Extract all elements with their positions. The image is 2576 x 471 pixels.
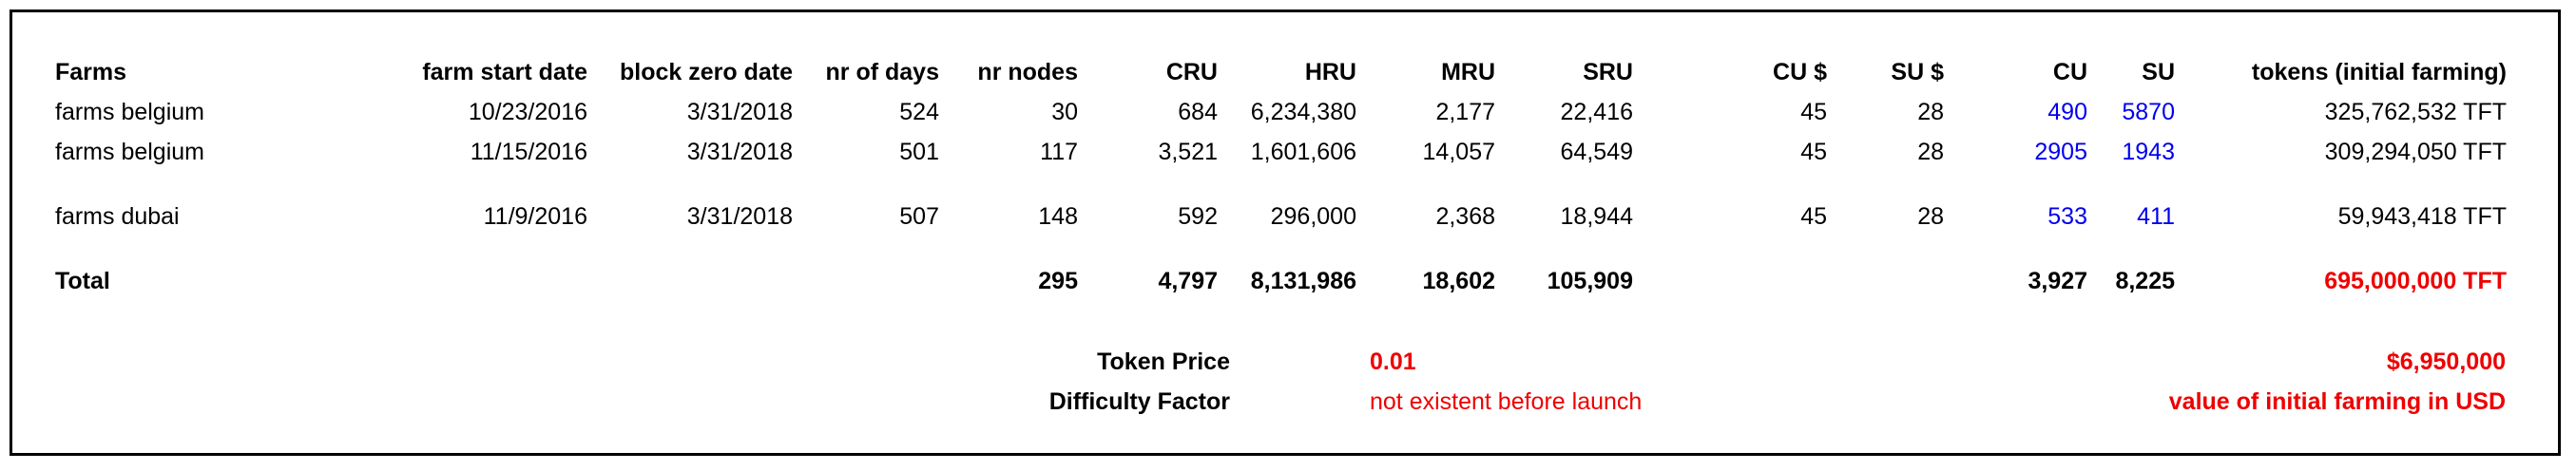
- total-nr-nodes: 295: [1038, 268, 1078, 294]
- column-header-nr-of-days: nr of days: [825, 59, 939, 85]
- table-cell-farms: farms dubai: [55, 203, 180, 230]
- token-price-value: 0.01: [1370, 349, 1416, 375]
- table-cell-mru: 2,368: [1435, 203, 1495, 230]
- table-cell-cu: 2905: [2034, 139, 2087, 165]
- column-header-cru: CRU: [1165, 59, 1218, 85]
- table-cell-nr-of-days: 501: [899, 139, 939, 165]
- table-cell-nr-of-days: 507: [899, 203, 939, 230]
- column-header-farms: Farms: [55, 59, 127, 85]
- table-cell-tokens: 59,943,418 TFT: [2337, 203, 2507, 230]
- table-cell-su: 411: [2137, 203, 2175, 230]
- column-header-tokens: tokens (initial farming): [2251, 59, 2507, 85]
- table-cell-nr-nodes: 117: [1040, 139, 1078, 165]
- column-header-su-usd: SU $: [1891, 59, 1944, 85]
- table-cell-nr-of-days: 524: [899, 99, 939, 125]
- initial-farming-usd-value: $6,950,000: [2386, 349, 2506, 375]
- total-label: Total: [55, 268, 110, 294]
- table-cell-cru: 592: [1178, 203, 1218, 230]
- difficulty-factor-value: not existent before launch: [1370, 388, 1643, 415]
- total-su: 8,225: [2115, 268, 2175, 294]
- total-hru: 8,131,986: [1250, 268, 1356, 294]
- column-header-cu-usd: CU $: [1773, 59, 1827, 85]
- total-sru: 105,909: [1547, 268, 1633, 294]
- table-cell-hru: 296,000: [1270, 203, 1356, 230]
- table-cell-sru: 18,944: [1560, 203, 1633, 230]
- table-cell-block-zero-date: 3/31/2018: [686, 99, 793, 125]
- total-cru: 4,797: [1158, 268, 1218, 294]
- table-cell-su-usd: 28: [1917, 203, 1944, 230]
- total-tokens: 695,000,000 TFT: [2324, 268, 2507, 294]
- table-cell-mru: 2,177: [1435, 99, 1495, 125]
- table-cell-farm-start-date: 10/23/2016: [468, 99, 587, 125]
- column-header-hru: HRU: [1304, 59, 1356, 85]
- sheet-frame: [10, 9, 2561, 456]
- table-cell-cu: 533: [2047, 203, 2087, 230]
- table-cell-sru: 64,549: [1560, 139, 1633, 165]
- token-price-label: Token Price: [1097, 349, 1230, 375]
- table-cell-block-zero-date: 3/31/2018: [686, 203, 793, 230]
- column-header-block-zero-date: block zero date: [620, 59, 793, 85]
- table-cell-farms: farms belgium: [55, 139, 204, 165]
- difficulty-factor-label: Difficulty Factor: [1048, 388, 1230, 415]
- table-cell-farm-start-date: 11/9/2016: [483, 203, 587, 230]
- column-header-farm-start-date: farm start date: [422, 59, 587, 85]
- table-cell-cru: 3,521: [1158, 139, 1218, 165]
- table-cell-nr-nodes: 148: [1038, 203, 1078, 230]
- table-cell-block-zero-date: 3/31/2018: [686, 139, 793, 165]
- column-header-su: SU: [2142, 59, 2175, 85]
- table-cell-su: 1943: [2122, 139, 2175, 165]
- table-cell-cu-usd: 45: [1800, 99, 1827, 125]
- table-cell-su-usd: 28: [1917, 99, 1944, 125]
- column-header-mru: MRU: [1441, 59, 1495, 85]
- table-cell-hru: 6,234,380: [1250, 99, 1356, 125]
- table-cell-cu-usd: 45: [1800, 203, 1827, 230]
- table-cell-farm-start-date: 11/15/2016: [470, 139, 587, 165]
- table-cell-cu-usd: 45: [1800, 139, 1827, 165]
- table-cell-su: 5870: [2122, 99, 2175, 125]
- table-cell-cu: 490: [2047, 99, 2087, 125]
- table-cell-cru: 684: [1178, 99, 1218, 125]
- initial-farming-usd-caption: value of initial farming in USD: [2168, 388, 2506, 415]
- column-header-cu: CU: [2052, 59, 2087, 85]
- table-cell-hru: 1,601,606: [1250, 139, 1356, 165]
- total-mru: 18,602: [1422, 268, 1495, 294]
- table-cell-farms: farms belgium: [55, 99, 204, 125]
- table-cell-tokens: 309,294,050 TFT: [2324, 139, 2507, 165]
- table-cell-mru: 14,057: [1422, 139, 1495, 165]
- table-cell-sru: 22,416: [1560, 99, 1633, 125]
- table-cell-su-usd: 28: [1917, 139, 1944, 165]
- column-header-nr-nodes: nr nodes: [977, 59, 1078, 85]
- column-header-sru: SRU: [1583, 59, 1633, 85]
- table-cell-tokens: 325,762,532 TFT: [2324, 99, 2507, 125]
- total-cu: 3,927: [2028, 268, 2087, 294]
- table-cell-nr-nodes: 30: [1051, 99, 1078, 125]
